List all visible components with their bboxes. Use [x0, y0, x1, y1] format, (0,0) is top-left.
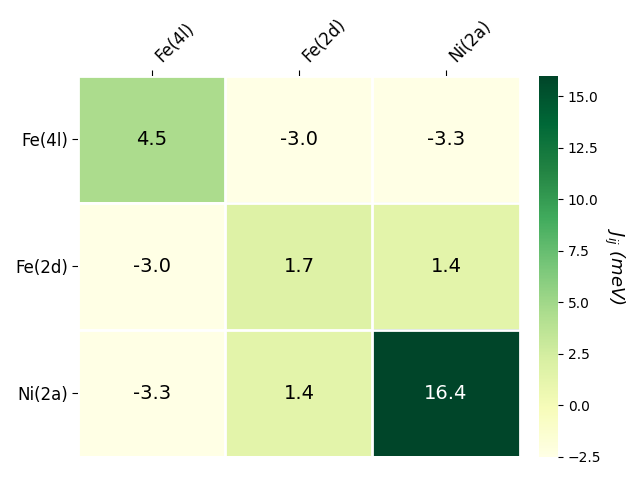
- Text: 4.5: 4.5: [136, 130, 168, 148]
- Text: 1.4: 1.4: [431, 256, 461, 276]
- Text: 1.7: 1.7: [284, 256, 314, 276]
- Text: -3.0: -3.0: [280, 130, 318, 148]
- Text: -3.3: -3.3: [427, 130, 465, 148]
- Text: -3.0: -3.0: [133, 256, 171, 276]
- Text: -3.3: -3.3: [132, 384, 171, 403]
- Y-axis label: $J_{ij}$ (meV): $J_{ij}$ (meV): [602, 228, 626, 304]
- Text: 1.4: 1.4: [284, 384, 314, 403]
- Text: 16.4: 16.4: [424, 384, 468, 403]
